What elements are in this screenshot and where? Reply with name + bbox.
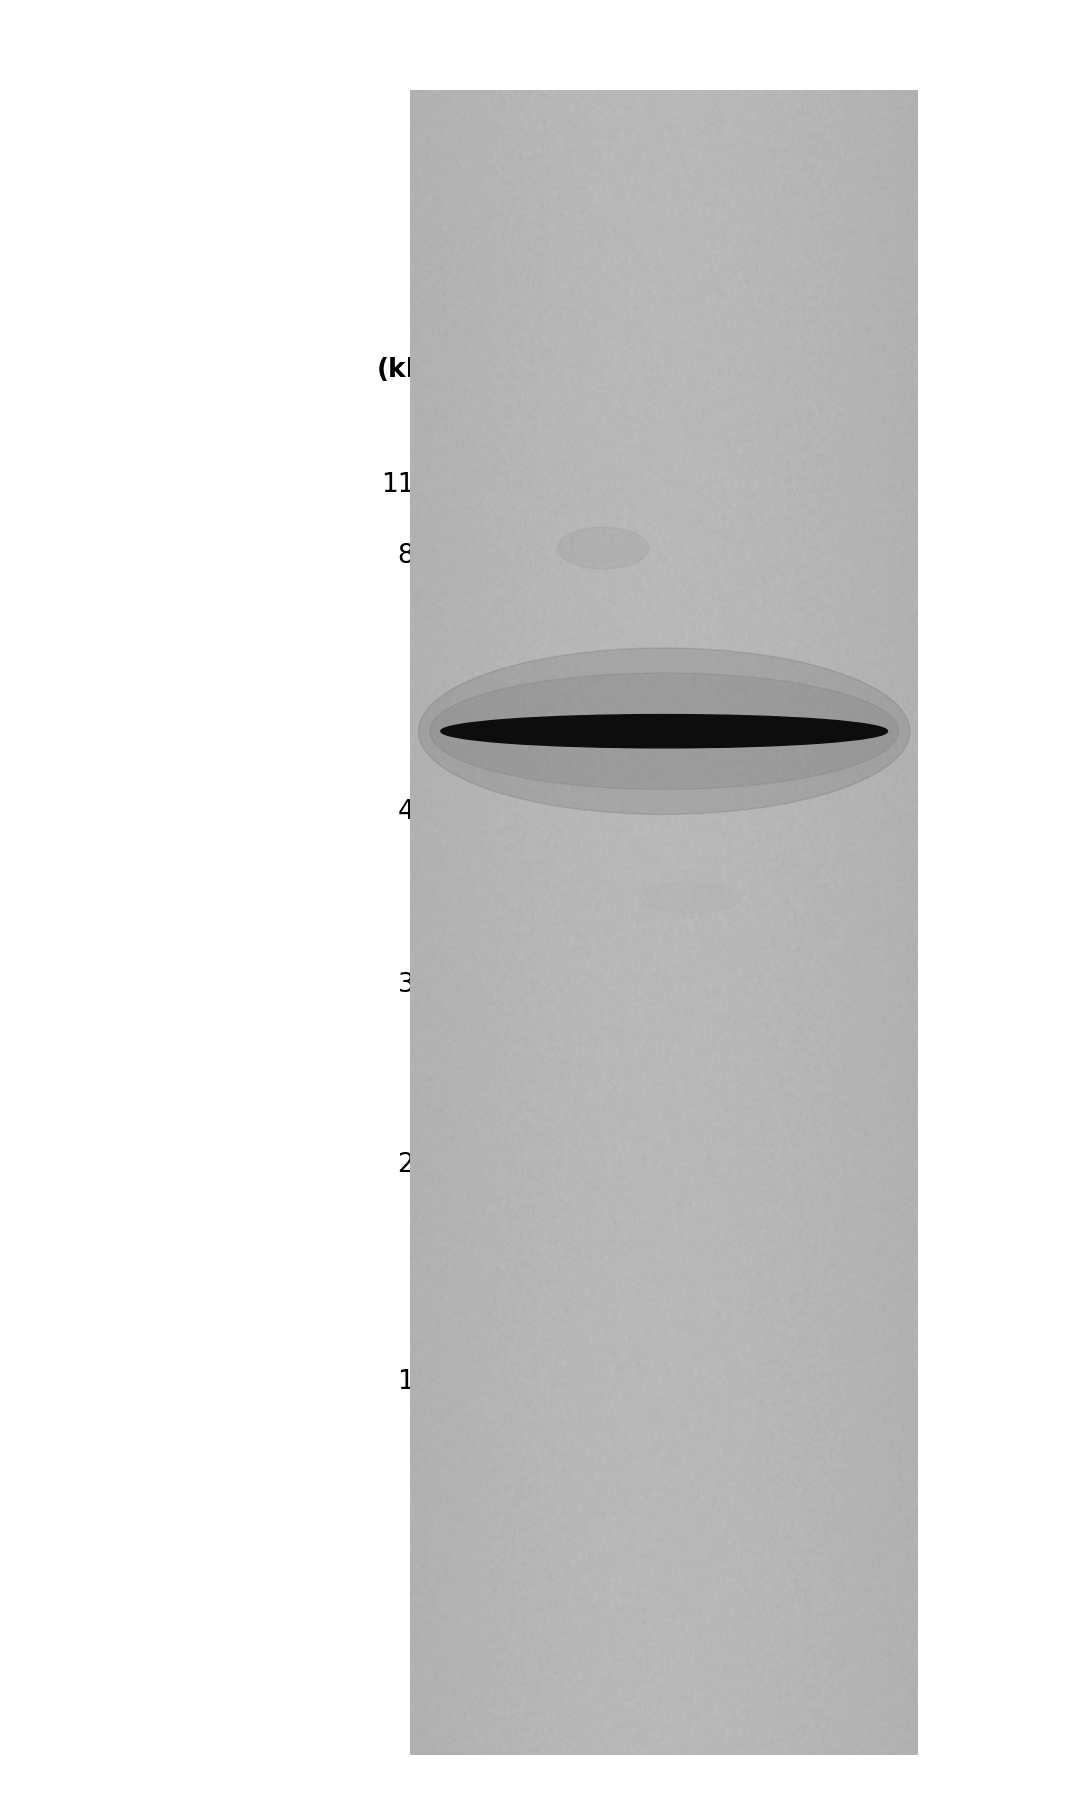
Ellipse shape <box>419 648 909 814</box>
Ellipse shape <box>638 883 741 912</box>
Text: 34-: 34- <box>397 971 441 999</box>
Ellipse shape <box>430 673 899 789</box>
Text: 48-: 48- <box>397 800 441 825</box>
Ellipse shape <box>441 715 888 747</box>
Ellipse shape <box>557 528 649 570</box>
Text: (kD): (kD) <box>377 356 441 384</box>
Text: 85-: 85- <box>397 543 441 568</box>
Text: 293: 293 <box>623 233 676 262</box>
Text: 117-: 117- <box>381 472 441 497</box>
Text: 19-: 19- <box>397 1369 441 1395</box>
Text: 26-: 26- <box>397 1152 441 1178</box>
